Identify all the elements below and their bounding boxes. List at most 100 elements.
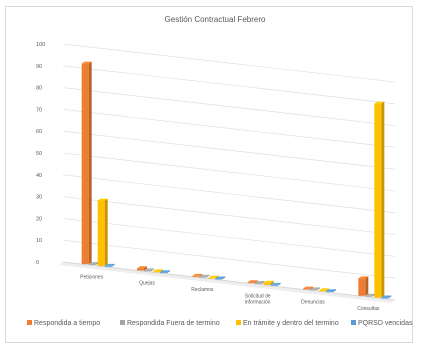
y-tick-label: 30: [36, 195, 42, 201]
bar: [144, 268, 154, 272]
bar-side: [326, 288, 329, 292]
bar-side: [381, 101, 385, 298]
bar-top: [81, 61, 92, 64]
grid-line: [62, 130, 396, 170]
legend: Respondida a tiempo Respondida Fuera de t…: [27, 320, 413, 327]
bar: [263, 280, 274, 285]
bar-front: [319, 290, 326, 292]
bar-front: [270, 284, 278, 286]
bar-side: [215, 275, 219, 279]
legend-swatch: [120, 320, 125, 325]
bar: [192, 273, 203, 277]
grid-line: [62, 152, 396, 192]
x-tick-label: Quejas: [139, 281, 155, 287]
bar-front: [104, 265, 112, 267]
bar: [319, 288, 329, 292]
bar-front: [137, 268, 144, 271]
legend-label: Respondida Fuera de termino: [127, 320, 220, 327]
bar-front: [144, 270, 151, 272]
bar-side: [104, 198, 108, 266]
x-tick-label: Solicitud de: [245, 293, 271, 299]
bar-top: [144, 268, 154, 271]
grid-line: [62, 239, 396, 279]
y-tick-label: 50: [36, 151, 42, 157]
bar-front: [199, 276, 207, 278]
bar-top: [88, 262, 99, 265]
bar-side: [277, 282, 281, 286]
bar-front: [374, 103, 382, 298]
bar-top: [247, 280, 258, 283]
bar-side: [167, 270, 170, 274]
chart-title: Gestión Contractual Febrero: [165, 15, 266, 24]
legend-swatch: [27, 320, 32, 325]
y-axis-ticks: 0 10 20 30 40 50 60 70 80 90 100: [36, 42, 45, 266]
bar-front: [303, 288, 310, 290]
bar-front: [247, 282, 255, 284]
bar-front: [153, 271, 160, 273]
bar-side: [199, 273, 203, 277]
bar: [215, 276, 226, 280]
y-tick-label: 90: [36, 64, 42, 70]
grid-line: [62, 174, 396, 214]
bar: [381, 295, 392, 299]
bar-side: [254, 280, 258, 284]
bar-front: [263, 282, 271, 285]
grid-line: [62, 87, 396, 126]
bar-top: [215, 276, 226, 279]
bar-top: [381, 295, 392, 298]
bar: [137, 266, 147, 271]
y-tick-label: 60: [36, 129, 42, 135]
bar: [153, 269, 163, 273]
bar-front: [88, 264, 96, 265]
bar-top: [365, 293, 376, 296]
bar: [208, 275, 219, 279]
bar-front: [310, 289, 317, 291]
floor-plane: [59, 262, 395, 303]
bar-top: [104, 263, 115, 266]
bar-side: [206, 274, 210, 278]
bars: [81, 61, 392, 299]
bar-top: [374, 101, 385, 104]
bar-front: [81, 63, 89, 265]
bar-top: [137, 266, 147, 269]
x-tick-label: Denuncias: [301, 300, 325, 306]
bar-front: [208, 277, 216, 279]
bar-top: [303, 286, 313, 289]
grid-line: [62, 218, 396, 257]
grid-line: [62, 65, 396, 105]
bar-side: [270, 280, 274, 285]
bar-top: [270, 282, 281, 285]
y-tick-label: 80: [36, 86, 42, 92]
bar-top: [208, 275, 219, 278]
legend-label: Respondida a tiempo: [34, 320, 100, 327]
bar-front: [326, 291, 333, 293]
bar-top: [319, 288, 329, 291]
bar: [247, 280, 258, 284]
y-tick-label: 0: [36, 260, 39, 266]
bar-top: [263, 280, 274, 283]
x-tick-label: Reclamos: [191, 287, 214, 293]
legend-label: PQRSD vencidas: [358, 320, 413, 327]
x-axis-line: [62, 261, 396, 301]
bar: [326, 289, 336, 293]
x-tick-label: información: [245, 299, 271, 305]
bar: [374, 101, 385, 298]
legend-swatch: [236, 320, 241, 325]
bar: [160, 270, 170, 274]
bar-top: [97, 198, 108, 201]
bar-side: [261, 281, 265, 284]
bar-side: [333, 289, 336, 293]
bar-front: [381, 297, 389, 299]
grid-lines: [62, 43, 396, 279]
bar: [303, 286, 313, 290]
bar-top: [199, 274, 210, 277]
bar: [104, 263, 115, 267]
x-tick-label: Peticiones: [80, 274, 104, 280]
legend-label: En trámite y dentro del termino: [243, 320, 339, 327]
bar-front: [160, 272, 167, 274]
bar: [310, 287, 320, 291]
bar: [97, 198, 108, 266]
bar: [254, 281, 265, 284]
bar-top: [310, 287, 320, 290]
bar: [358, 276, 369, 296]
